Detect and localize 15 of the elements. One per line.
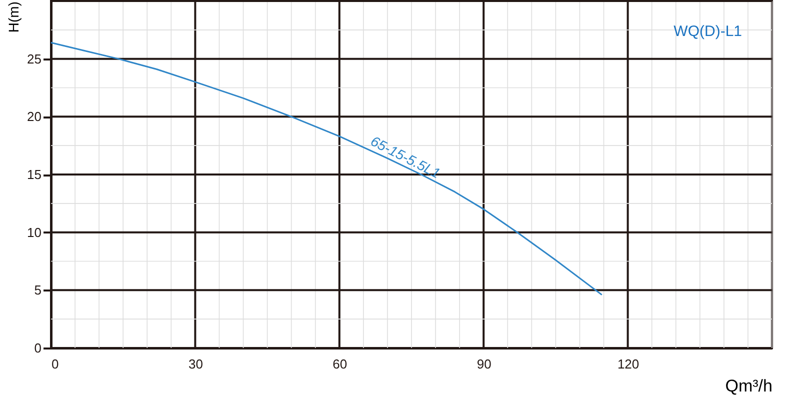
y-tick-label: 10 [27, 224, 42, 240]
x-axis-title: Qm³/h [725, 376, 772, 396]
x-tick-label: 90 [476, 356, 492, 372]
x-tick-label: 120 [617, 356, 640, 372]
y-tick-label: 5 [34, 282, 42, 298]
y-tick-label: 0 [34, 340, 42, 356]
y-tick-label: 25 [27, 51, 42, 66]
y-axis-title: H(m) [6, 2, 22, 33]
y-tick-label: 20 [27, 109, 42, 124]
x-tick-label: 30 [188, 356, 203, 372]
line-series [50, 42, 603, 296]
x-tick-label: 0 [52, 356, 59, 372]
text: WQ(D)-L1 [674, 23, 742, 40]
x-tick-label: 60 [332, 356, 348, 372]
y-tick-label: 15 [27, 167, 42, 182]
